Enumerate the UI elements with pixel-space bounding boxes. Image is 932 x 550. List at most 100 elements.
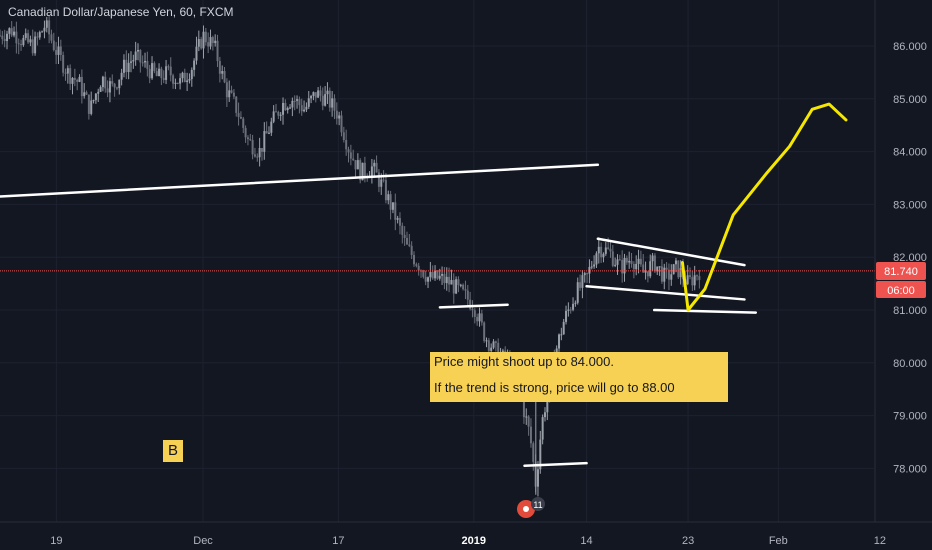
candle-body: [527, 416, 530, 427]
candle-body: [445, 276, 448, 284]
candle-body: [628, 260, 631, 263]
candle-body: [546, 393, 549, 413]
candle-body: [567, 309, 570, 311]
y-tick-label: 86.000: [893, 41, 927, 53]
y-tick-label: 78.000: [893, 463, 927, 475]
candle-body: [331, 98, 334, 108]
candle-body: [658, 266, 661, 268]
candle-body: [679, 268, 682, 278]
event-icon-dot: [523, 506, 529, 512]
candle-body: [319, 90, 322, 96]
trendline[interactable]: [438, 303, 509, 309]
x-tick-label: 2019: [462, 535, 486, 547]
candle-body: [272, 111, 275, 122]
annotation-line-2: If the trend is strong, price will go to…: [434, 380, 675, 395]
candle-body: [52, 40, 55, 51]
candle-body: [342, 132, 345, 141]
trendline[interactable]: [523, 461, 588, 468]
candle-body: [127, 62, 130, 73]
trendline[interactable]: [0, 163, 600, 198]
candle-body: [291, 100, 294, 108]
candle-body: [370, 166, 373, 177]
candle-body: [160, 68, 163, 79]
candle-body: [223, 71, 226, 83]
candle-body: [338, 115, 341, 119]
annotation-note[interactable]: Price might shoot up to 84.000. If the t…: [430, 352, 728, 402]
trendline[interactable]: [585, 284, 746, 301]
candle-body: [204, 31, 207, 43]
candle-body: [635, 263, 638, 270]
candle-body: [326, 90, 329, 95]
trendline[interactable]: [596, 237, 746, 267]
candle-body: [31, 39, 34, 54]
candle-body: [462, 284, 465, 290]
event-badge[interactable]: 11: [517, 497, 545, 518]
candle-body: [286, 107, 289, 111]
candle-body: [76, 79, 79, 82]
candle-body: [541, 417, 544, 440]
candle-body: [314, 92, 317, 98]
candle-body: [356, 160, 359, 170]
candle-body: [646, 271, 649, 277]
candle-body: [352, 158, 355, 161]
candle-body: [3, 39, 6, 42]
candle-body: [242, 118, 245, 128]
candle-body: [443, 273, 446, 284]
chart-title: Canadian Dollar/Japanese Yen, 60, FXCM: [8, 5, 233, 19]
candle-body: [260, 148, 263, 152]
candle-body: [237, 112, 240, 117]
candle-body: [64, 72, 67, 74]
candle-body: [380, 179, 383, 187]
candle-body: [296, 99, 299, 101]
candle-body: [279, 114, 282, 116]
candle-body: [614, 264, 617, 266]
y-tick-label: 83.000: [893, 199, 927, 211]
candle-body: [228, 90, 231, 98]
candle-body: [422, 270, 425, 277]
candle-body: [405, 237, 408, 245]
candle-body: [424, 276, 427, 282]
candle-body: [450, 280, 453, 285]
candle-body: [415, 264, 418, 266]
time-axis[interactable]: 19 Dec 17 2019 14 23 Feb 12: [0, 521, 932, 547]
candle-body: [22, 37, 25, 46]
candle-body: [632, 263, 635, 270]
candle-body: [202, 31, 205, 49]
candle-body: [373, 162, 376, 167]
candle-body: [34, 36, 37, 54]
candle-body: [686, 275, 689, 285]
candle-body: [190, 69, 193, 80]
candle-body: [179, 78, 182, 84]
candle-body: [125, 59, 128, 73]
candle-body: [602, 253, 605, 258]
candle-body: [403, 234, 406, 238]
marker-b-label[interactable]: B: [163, 440, 183, 462]
candle-body: [15, 31, 18, 44]
candle-body: [59, 46, 62, 55]
candle-body: [485, 340, 488, 342]
candle-body: [43, 27, 46, 32]
candle-body: [239, 116, 242, 119]
event-count-icon: [531, 497, 545, 511]
candle-body: [1, 35, 4, 40]
candle-body: [483, 322, 486, 341]
candle-body: [340, 115, 343, 133]
candle-body: [10, 28, 13, 36]
candle-body: [665, 267, 668, 270]
candle-body: [324, 94, 327, 106]
candle-body: [452, 280, 455, 294]
candle-body: [174, 82, 177, 84]
candle-body: [644, 271, 647, 273]
candle-body: [6, 33, 9, 42]
candle-body: [132, 60, 135, 62]
candle-body: [108, 81, 111, 93]
candle-body: [464, 289, 467, 291]
candle-body: [359, 160, 362, 181]
candle-body: [232, 92, 235, 97]
trendline[interactable]: [652, 308, 758, 314]
candle-body: [478, 313, 481, 322]
candle-body: [282, 103, 285, 115]
candle-body: [539, 439, 542, 470]
candle-body: [321, 95, 324, 106]
